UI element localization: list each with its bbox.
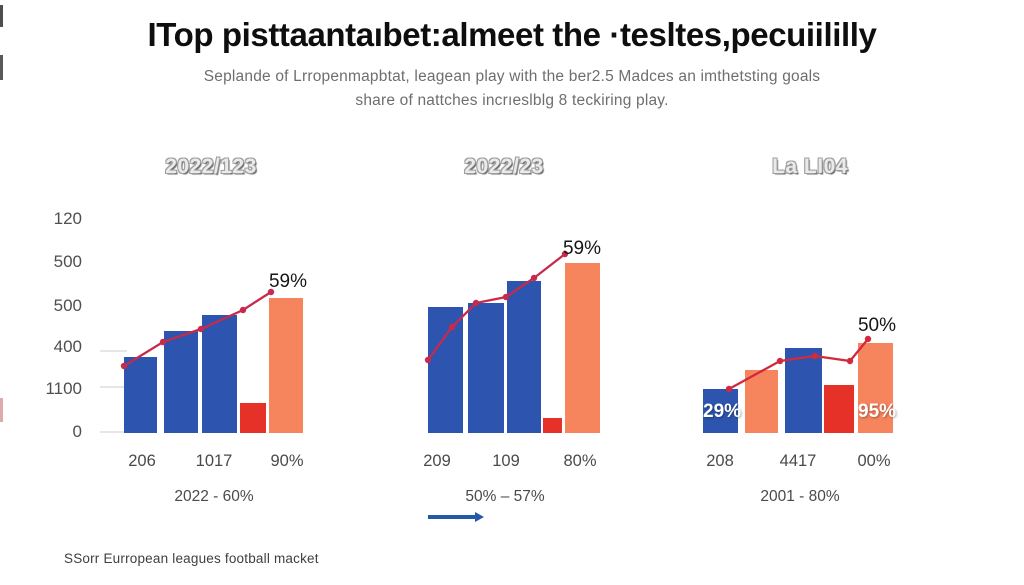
peak-annotation: 59%	[268, 271, 308, 292]
bar	[428, 307, 463, 433]
y-axis-label: 500	[53, 296, 82, 315]
y-axis-label: 120	[53, 209, 82, 228]
page-title: ITop pisttaantaıbet:almeet the ·tesltes,…	[147, 16, 877, 53]
range-label: 2022 - 60%	[174, 488, 254, 505]
bar-value-label: 29%	[703, 401, 742, 422]
x-axis-label: 00%	[857, 452, 891, 470]
bar	[240, 403, 266, 433]
range-label: 50% – 57%	[465, 488, 545, 505]
source-text: SSorr Eurropean leagues football macket	[64, 551, 319, 566]
panel-header-3: La LI04	[772, 155, 848, 178]
bar: 95%	[858, 343, 897, 433]
bar	[269, 298, 303, 433]
edge-artifact	[0, 398, 3, 422]
x-axis-label: 209	[423, 452, 451, 470]
edge-artifact	[0, 55, 3, 80]
bar	[745, 370, 778, 433]
bar	[565, 263, 600, 433]
page-subtitle-line-1: Seplande of Lrropenmapbtat, leagean play…	[203, 68, 821, 85]
bar	[124, 357, 157, 433]
y-axis-label: 400	[53, 337, 82, 356]
trend-point	[846, 357, 854, 365]
y-axis-label: 0	[72, 422, 82, 441]
bar	[824, 385, 854, 433]
x-axis-label: 1017	[195, 452, 233, 470]
x-axis-label: 80%	[563, 452, 597, 470]
bar-value-label: 95%	[858, 401, 897, 422]
panel-header-2: 2022/23	[464, 155, 544, 178]
bar	[785, 348, 822, 433]
arrow-head-icon	[475, 512, 484, 522]
y-axis-label: 500	[53, 252, 82, 271]
bar	[164, 331, 198, 433]
gridline-stub	[100, 386, 127, 388]
page-subtitle-line-2: share of nattches incrıeslblg 8 teckirin…	[355, 92, 669, 109]
range-label: 2001 - 80%	[760, 488, 840, 505]
y-axis-label: 1100	[45, 379, 82, 398]
edge-artifact	[0, 5, 3, 27]
gridline-stub	[100, 431, 127, 433]
peak-annotation: 59%	[562, 238, 602, 259]
bar	[468, 303, 504, 433]
bar: 29%	[703, 389, 742, 433]
bar	[543, 418, 562, 433]
x-axis-label: 208	[706, 452, 734, 470]
peak-annotation: 50%	[857, 315, 897, 336]
x-axis-label: 4417	[779, 452, 817, 470]
trend-point	[239, 306, 247, 314]
x-axis-label: 90%	[270, 452, 304, 470]
panel-header-1: 2022/123	[165, 155, 257, 178]
gridline-stub	[100, 350, 127, 352]
x-axis-label: 206	[128, 452, 156, 470]
x-axis-label: 109	[492, 452, 520, 470]
bar	[202, 315, 237, 433]
trend-point	[776, 357, 784, 365]
bar	[507, 281, 541, 433]
